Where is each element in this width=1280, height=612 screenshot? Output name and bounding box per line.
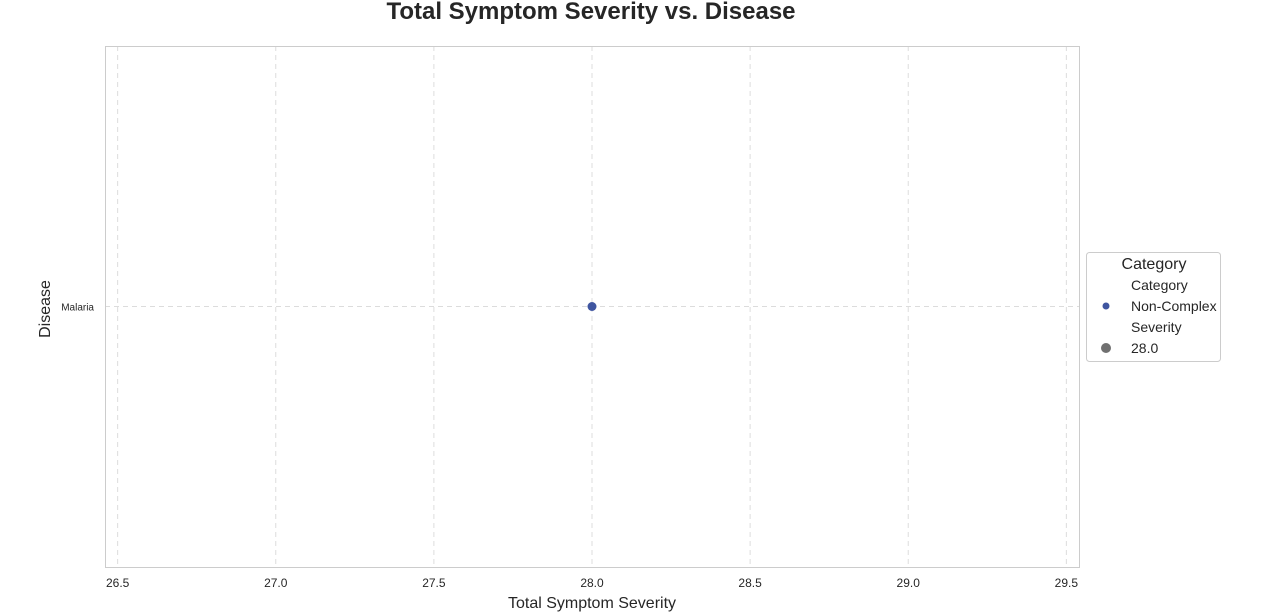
legend-entries: Category Non-Complex Severity 28.0 (1101, 277, 1217, 356)
y-tick-labels: Malaria (61, 303, 94, 314)
legend-label: Non-Complex (1131, 298, 1217, 314)
x-tick-label: 29.0 (897, 576, 921, 590)
legend-marker (1101, 343, 1111, 353)
x-tick-label: 28.0 (580, 576, 604, 590)
x-axis-label: Total Symptom Severity (508, 595, 676, 612)
legend: Category Category Non-Complex Severity 28.0 (1086, 252, 1221, 362)
grid-lines (105, 46, 1079, 567)
legend-label: 28.0 (1131, 340, 1158, 356)
y-axis-label: Disease (37, 280, 54, 338)
y-tick-label: Malaria (61, 303, 94, 314)
legend-title: Category (1122, 256, 1187, 273)
x-tick-label: 28.5 (738, 576, 762, 590)
x-tick-label: 29.5 (1055, 576, 1079, 590)
legend-label: Category (1131, 277, 1188, 293)
data-points (587, 302, 597, 311)
data-point (587, 302, 597, 311)
x-tick-label: 26.5 (106, 576, 130, 590)
chart-title: Total Symptom Severity vs. Disease (386, 0, 795, 25)
plot-area (105, 46, 1080, 568)
x-tick-labels: 26.5 27.0 27.5 28.0 28.5 29.0 29.5 (106, 576, 1078, 590)
x-tick-label: 27.0 (264, 576, 288, 590)
legend-marker (1102, 302, 1110, 310)
x-tick-label: 27.5 (422, 576, 446, 590)
legend-frame (1086, 252, 1221, 362)
legend-label: Severity (1131, 319, 1182, 335)
